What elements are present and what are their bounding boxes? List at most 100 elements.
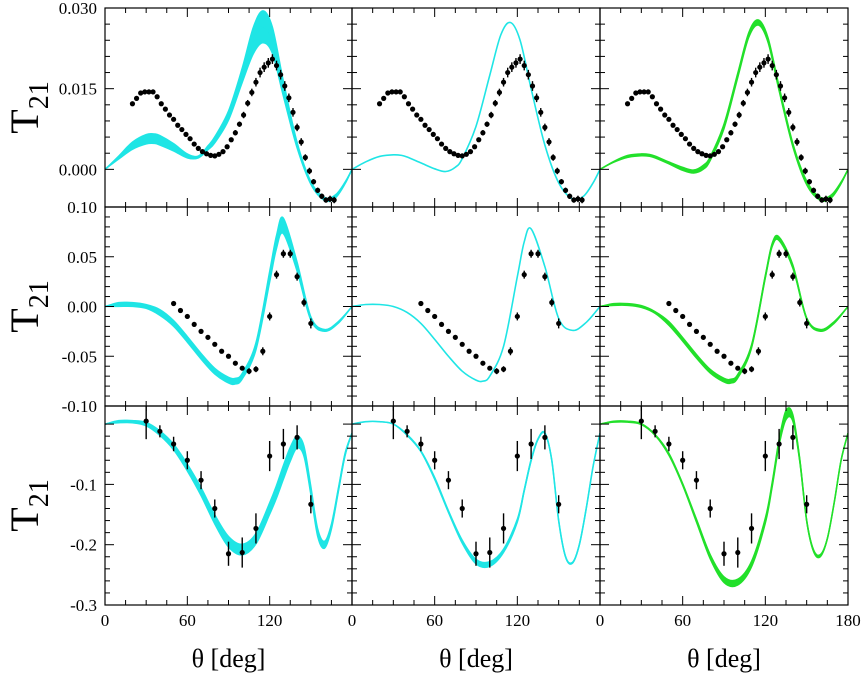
x-tick-label: 120 <box>257 611 283 630</box>
data-point <box>753 69 759 76</box>
theory-curve <box>600 236 848 383</box>
data-point <box>652 428 658 434</box>
panel-frame <box>104 7 353 208</box>
data-point <box>556 501 562 507</box>
panel-r0-c2 <box>600 19 848 204</box>
y-tick-label: 0.10 <box>67 198 97 217</box>
data-point <box>711 151 717 157</box>
data-point <box>798 154 804 161</box>
data-point <box>782 95 788 101</box>
data-point <box>327 196 333 202</box>
data-point <box>505 69 511 76</box>
panel-r0-c0 <box>105 10 352 204</box>
data-point <box>390 418 396 424</box>
data-point <box>253 366 259 372</box>
data-point <box>794 139 800 145</box>
panel-r1-c1 <box>352 227 600 383</box>
data-point <box>769 62 775 69</box>
data-point <box>649 94 655 100</box>
data-point <box>191 141 197 147</box>
data-point <box>666 300 672 307</box>
data-point <box>459 341 465 347</box>
data-point <box>187 136 193 142</box>
data-point <box>757 64 763 70</box>
data-point <box>773 72 779 78</box>
data-point <box>521 62 527 69</box>
data-point <box>827 197 833 203</box>
data-point <box>804 501 810 507</box>
y-axis-label-sub: 21 <box>24 81 55 109</box>
y-tick-label: 0.00 <box>67 298 97 317</box>
data-point <box>666 116 672 122</box>
theory-band <box>600 19 848 203</box>
data-point <box>191 321 197 328</box>
data-point <box>721 551 727 557</box>
data-point <box>494 368 500 374</box>
data-point <box>513 60 519 66</box>
data-point <box>261 64 267 70</box>
data-point <box>216 151 222 157</box>
data-point <box>425 307 431 314</box>
data-point <box>721 353 727 359</box>
data-point <box>249 89 255 96</box>
data-point <box>480 130 486 136</box>
panel-r1-c2 <box>600 234 848 385</box>
data-point <box>315 187 321 193</box>
data-point <box>724 137 730 143</box>
theory-curve <box>352 21 600 201</box>
data-point <box>786 109 792 115</box>
data-point <box>381 95 387 101</box>
data-point <box>691 145 697 151</box>
data-point <box>567 193 573 199</box>
data-point <box>171 441 177 447</box>
data-point <box>777 83 784 89</box>
data-point <box>633 90 639 96</box>
theory-band <box>105 216 352 386</box>
data-point <box>700 334 706 340</box>
data-point <box>542 274 548 280</box>
data-point <box>686 321 693 328</box>
data-point <box>666 441 672 447</box>
data-point <box>438 321 445 328</box>
data-point <box>401 94 407 100</box>
y-tick-label: -0.3 <box>70 596 97 615</box>
data-point <box>447 149 453 155</box>
data-point <box>225 353 232 359</box>
data-point <box>810 187 817 193</box>
data-point <box>507 348 514 354</box>
data-point <box>762 313 768 320</box>
y-tick-label: 0.05 <box>67 248 97 267</box>
y-tick-label: -0.10 <box>62 397 97 416</box>
data-point <box>418 300 424 307</box>
data-point <box>638 418 644 424</box>
theory-curve <box>105 26 352 201</box>
data-point <box>517 56 523 62</box>
y-axis-label-main: T <box>2 507 47 531</box>
data-point <box>308 320 314 327</box>
data-point <box>236 121 243 127</box>
data-point <box>514 453 520 459</box>
data-point <box>310 179 317 185</box>
data-point <box>418 116 424 122</box>
data-point <box>783 251 789 257</box>
data-point <box>245 100 251 106</box>
data-point <box>445 328 452 334</box>
x-tick-label: 180 <box>835 611 861 630</box>
data-point <box>735 365 741 371</box>
data-point <box>546 139 552 145</box>
data-point <box>434 136 441 142</box>
data-point <box>699 151 705 157</box>
data-point <box>146 89 152 95</box>
data-point <box>260 348 266 354</box>
data-point <box>239 549 245 556</box>
data-point <box>686 141 693 147</box>
data-point <box>224 144 230 150</box>
panel-frame <box>351 7 601 208</box>
y-tick-label: 0.030 <box>59 0 97 18</box>
theory-band <box>352 420 600 569</box>
data-point <box>199 149 206 155</box>
data-point <box>472 144 478 150</box>
panel-r2-c0 <box>105 406 352 568</box>
data-point <box>246 368 252 374</box>
